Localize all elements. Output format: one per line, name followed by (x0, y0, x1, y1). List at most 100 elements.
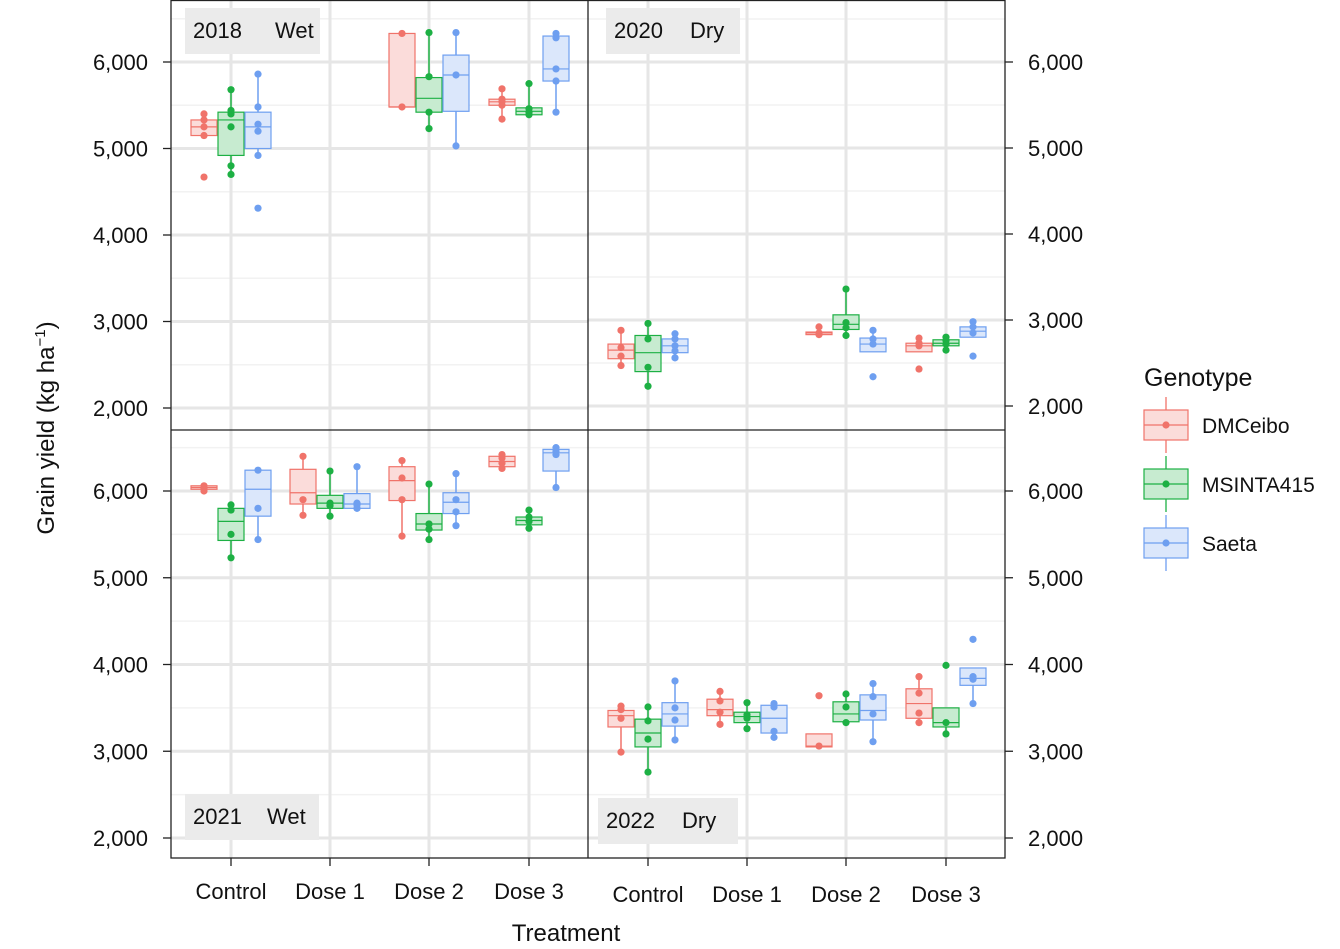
data-point (671, 716, 679, 724)
data-point (525, 105, 533, 113)
data-point (200, 110, 208, 118)
boxplot (760, 699, 788, 741)
data-point (743, 699, 751, 707)
boxplot (905, 673, 933, 727)
x-tick-label: Control (196, 879, 267, 904)
data-point (498, 115, 506, 123)
data-point (842, 324, 850, 332)
y-tick-label-right: 6,000 (1028, 50, 1083, 75)
data-point (842, 703, 850, 711)
box (542, 35, 570, 82)
data-point (743, 725, 751, 733)
boxplot (244, 70, 272, 212)
boxplot (542, 444, 570, 492)
data-point (425, 520, 433, 528)
data-point (644, 768, 652, 776)
boxplot (932, 661, 960, 738)
data-point (452, 496, 460, 504)
data-point (425, 125, 433, 133)
box (217, 111, 245, 157)
y-tick-label-left: 2,000 (93, 396, 148, 421)
data-point (969, 352, 977, 360)
data-point (969, 635, 977, 643)
data-point (254, 204, 262, 212)
y-tick-label-left: 5,000 (93, 137, 148, 162)
data-point (200, 116, 208, 124)
x-tick-label: Control (613, 882, 684, 907)
data-point (398, 457, 406, 465)
boxplot (388, 457, 416, 540)
data-point (915, 365, 923, 373)
x-tick-label: Dose 3 (911, 882, 981, 907)
data-point (254, 120, 262, 128)
data-point (915, 339, 923, 347)
data-point (815, 323, 823, 331)
boxplot (661, 677, 689, 744)
data-point (617, 702, 625, 710)
boxplot (190, 482, 218, 495)
data-point (770, 699, 778, 708)
legend-item: Saeta (1143, 515, 1257, 571)
data-point (716, 720, 724, 728)
data-point (227, 554, 235, 562)
data-point (525, 80, 533, 88)
boxplot (733, 699, 761, 733)
data-point (227, 123, 235, 131)
y-tick-label-left: 3,000 (93, 310, 148, 335)
data-point (942, 661, 950, 669)
box (388, 466, 416, 502)
data-point (353, 499, 361, 507)
legend-key-point (1162, 539, 1170, 547)
boxplot (607, 326, 635, 370)
data-point (425, 535, 433, 544)
data-point (842, 719, 850, 727)
data-point (254, 103, 262, 111)
y-tick-label-left: 4,000 (93, 653, 148, 678)
boxplot (244, 466, 272, 544)
data-point (254, 535, 262, 544)
y-axis-title: Grain yield (kg ha−1) (32, 321, 60, 534)
boxplot (607, 702, 635, 756)
data-point (254, 151, 262, 160)
strip-year-label: 2018 (193, 18, 242, 43)
data-point (452, 28, 460, 37)
strip-condition-label: Wet (267, 804, 306, 829)
box (442, 54, 470, 112)
strip-year-label: 2022 (606, 808, 655, 833)
data-point (716, 687, 724, 695)
data-point (227, 86, 235, 94)
data-point (617, 326, 625, 334)
panel-background (171, 0, 588, 430)
data-point (425, 525, 433, 533)
y-tick-label-left: 2,000 (93, 826, 148, 851)
data-point (869, 335, 877, 343)
x-tick-label: Dose 1 (295, 879, 365, 904)
y-tick-label-right: 4,000 (1028, 222, 1083, 247)
data-point (671, 704, 679, 712)
data-point (452, 508, 460, 516)
data-point (644, 319, 652, 328)
data-point (498, 450, 506, 459)
data-point (617, 361, 625, 370)
data-point (869, 373, 877, 381)
data-point (326, 499, 334, 507)
data-point (425, 28, 433, 37)
data-point (525, 506, 533, 514)
data-point (227, 501, 235, 509)
x-tick-label: Dose 1 (712, 882, 782, 907)
data-point (869, 692, 877, 701)
data-point (617, 748, 625, 756)
data-point (969, 323, 977, 331)
boxplot (190, 110, 218, 181)
data-point (969, 699, 977, 708)
boxplot (442, 28, 470, 150)
data-point (398, 29, 406, 38)
data-point (326, 512, 334, 520)
boxplot (859, 679, 887, 746)
data-point (552, 77, 560, 85)
boxplot (415, 28, 443, 133)
data-point (671, 335, 679, 343)
data-point (644, 335, 652, 343)
data-point (716, 697, 724, 705)
